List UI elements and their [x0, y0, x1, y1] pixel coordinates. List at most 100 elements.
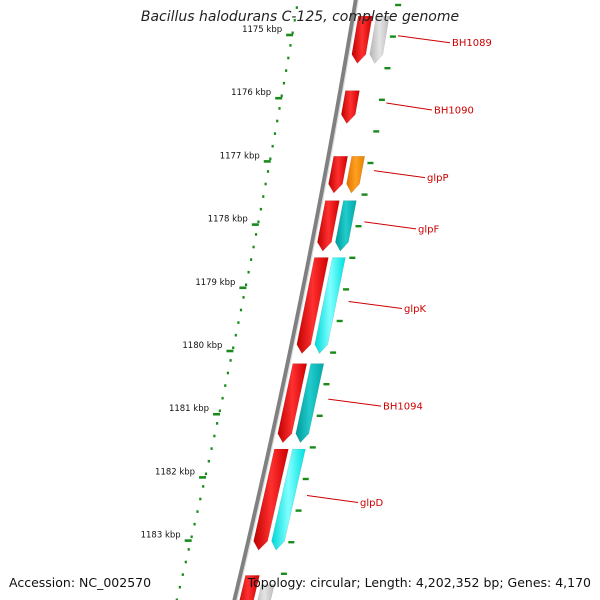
ruler-dot: [224, 384, 227, 387]
track-tick: [378, 98, 385, 101]
ruler-tick: [263, 160, 271, 163]
genome-backbone: [232, 0, 402, 600]
ruler-dot: [273, 132, 277, 135]
track-tick: [336, 319, 343, 323]
ruler-tick: [199, 476, 207, 479]
ruler-dot: [266, 170, 270, 173]
track-tick: [389, 35, 396, 38]
gene-labels: BH1089 BH1090 glpP glpF glpK BH1094 glpD: [306, 35, 492, 509]
ruler-dot: [190, 535, 193, 539]
track-tick: [288, 541, 295, 544]
track-tick: [384, 67, 391, 70]
ruler-dot: [202, 485, 205, 488]
ruler-dot: [221, 396, 224, 400]
track-tick: [302, 477, 309, 481]
ruler-dot: [276, 119, 279, 123]
ruler-dot: [175, 598, 178, 600]
ruler-tick-label: 1178 kbp: [208, 215, 248, 225]
gene-leader-line: [397, 35, 451, 44]
ruler-dot: [244, 283, 248, 287]
ruler-dot: [278, 107, 281, 110]
track-tick: [280, 572, 287, 575]
cds-feature: [317, 200, 340, 252]
map-title: Bacillus halodurans C-125, complete geno…: [140, 9, 460, 25]
ruler-dot: [187, 548, 190, 551]
ruler-dot: [247, 270, 250, 274]
gene-feature: [295, 363, 325, 444]
ruler-dot: [285, 69, 288, 72]
gene-label: glpP: [427, 173, 449, 184]
ruler-dot: [204, 472, 208, 476]
cds-feature: [277, 363, 308, 444]
ruler-dot: [249, 258, 253, 261]
ruler-tick-label: 1175 kbp: [242, 25, 282, 35]
track-tick: [349, 256, 356, 259]
ruler-dot: [229, 359, 232, 362]
track-tick: [355, 225, 362, 228]
gene-leader-line: [386, 102, 433, 111]
ruler-dot: [293, 18, 296, 22]
gene-label: glpD: [360, 498, 383, 509]
ruler-dot: [257, 220, 260, 224]
track-tick: [323, 383, 330, 386]
ruler-dot: [239, 308, 243, 312]
track-tick: [330, 351, 337, 354]
gene-label: BH1094: [383, 402, 423, 413]
gene-feature: [369, 15, 390, 64]
ruler-tick: [239, 286, 247, 290]
ruler-dot: [252, 245, 255, 249]
kbp-ruler: 1175 kbp 1176 kbp 1177 kbp 1178 kbp 1179 kbp…: [141, 6, 298, 600]
ruler-dot: [181, 573, 184, 576]
track-tick: [367, 161, 374, 165]
ruler-tick: [275, 96, 283, 100]
ruler-dot: [237, 321, 240, 324]
ruler-dot: [184, 560, 187, 564]
track-tick: [361, 193, 368, 196]
cds-feature: [239, 575, 260, 600]
cds-track: [239, 15, 373, 600]
cds-feature: [340, 90, 360, 124]
genome-summary-text: Topology: circular; Length: 4,202,352 bp…: [247, 575, 591, 590]
ruler-tick-label: 1182 kbp: [155, 467, 195, 477]
ruler-dot: [234, 333, 237, 337]
ruler-tick: [184, 539, 192, 542]
ruler-dot: [216, 422, 219, 425]
ruler-dot: [287, 56, 290, 60]
ruler-dot: [289, 44, 292, 47]
ruler-dot: [196, 510, 199, 513]
backbone-highlight: [236, 0, 359, 600]
ruler-tick-label: 1179 kbp: [195, 278, 235, 288]
ruler-dot: [295, 6, 298, 9]
gene-feature: [257, 584, 275, 600]
gene-leader-line: [328, 398, 382, 407]
ruler-dot: [264, 182, 267, 186]
accession-text: Accession: NC_002570: [9, 575, 152, 590]
ruler-tick: [286, 33, 294, 37]
ruler-dot: [282, 81, 286, 85]
gene-feature: [271, 448, 306, 551]
gene-feature: [346, 156, 366, 194]
ruler-dot: [271, 144, 274, 148]
ruler-dot: [210, 447, 213, 450]
backbone-line: [232, 0, 359, 600]
ruler-dot: [178, 585, 181, 589]
gene-track: [257, 15, 390, 600]
ruler-tick-label: 1176 kbp: [231, 88, 271, 98]
track-tick: [373, 130, 380, 133]
ruler-dot: [207, 459, 210, 463]
ruler-tick: [213, 412, 221, 416]
ruler-dot: [193, 522, 196, 526]
ruler-dot: [269, 157, 272, 161]
ruler-dot: [218, 409, 221, 413]
gene-leader-line: [373, 170, 426, 179]
ruler-dot: [232, 346, 235, 350]
ruler-dot: [213, 434, 216, 438]
track-tick: [395, 3, 402, 7]
cds-feature: [328, 156, 349, 194]
gene-feature: [314, 257, 346, 355]
ruler-tick: [251, 223, 259, 226]
gene-label: BH1090: [434, 106, 474, 117]
ruler-dot: [226, 371, 230, 375]
ruler-tick-label: 1183 kbp: [141, 531, 181, 541]
